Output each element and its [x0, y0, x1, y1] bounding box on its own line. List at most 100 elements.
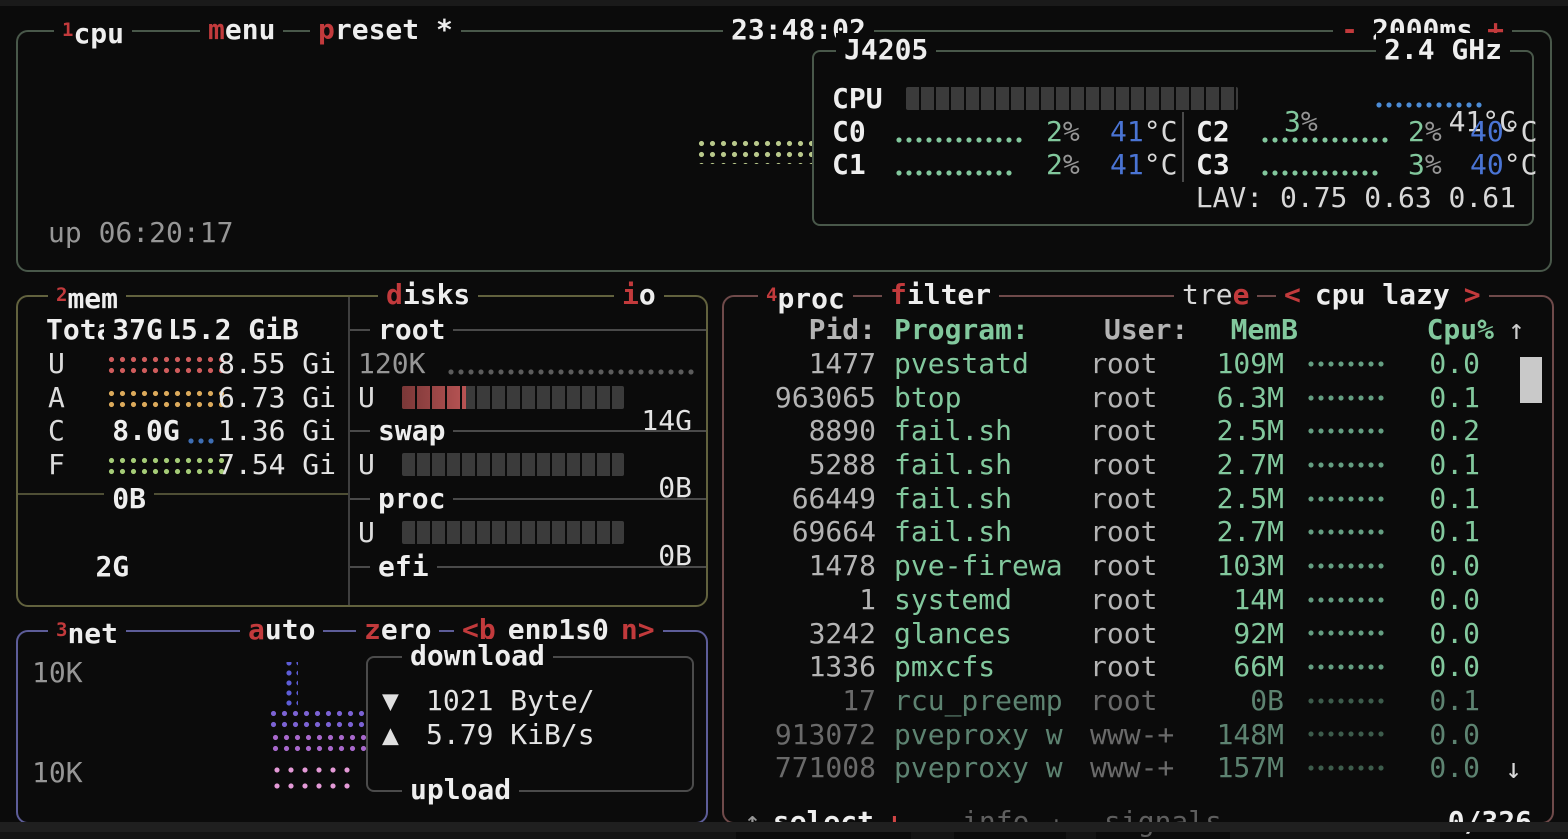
sort-mode-label: cpu lazy — [1315, 278, 1450, 311]
proc-cell-cpu: 0.1 — [1384, 381, 1480, 415]
proc-cell-prog: fail.sh — [894, 448, 1086, 482]
proc-cell-cpu: 0.0 — [1384, 549, 1480, 583]
proc-cell-pid: 913072 — [734, 718, 876, 752]
proc-filter-button[interactable]: filter — [882, 278, 999, 312]
proc-cell-cpu: 0.0 — [1384, 650, 1480, 684]
proc-scrollbar[interactable] — [1520, 357, 1542, 403]
proc-cell-pid: 17 — [734, 684, 876, 718]
proc-cpu-graph — [1306, 494, 1384, 504]
proc-cell-user: root — [1090, 650, 1192, 684]
core-row: C0 2% 41°C C2 2% 40°C — [814, 115, 1532, 149]
disk-swap-used-bar — [402, 453, 624, 476]
proc-cell-cpu: 0.1 — [1384, 684, 1480, 718]
proc-cell-user: www-+ — [1090, 718, 1192, 752]
disks-io-toggle[interactable]: io — [614, 278, 664, 312]
net-graph-upper — [268, 708, 370, 732]
scroll-down-icon[interactable]: ↓ — [1505, 752, 1522, 786]
net-scale-top: 10K — [32, 656, 83, 690]
cpu-total-label: CPU — [832, 82, 883, 116]
proc-cell-user: root — [1090, 347, 1192, 381]
proc-cell-mem: 109M — [1192, 347, 1284, 381]
header-memb[interactable]: MemB — [1206, 313, 1298, 347]
proc-cpu-graph — [1306, 527, 1384, 537]
proc-cell-user: root — [1090, 684, 1192, 718]
disk-root-io-row: 120K — [18, 347, 706, 381]
cpu-box-title[interactable]: 1cpu — [54, 13, 132, 47]
proc-cell-mem: 66M — [1192, 650, 1284, 684]
proc-cell-mem: 6.3M — [1192, 381, 1284, 415]
proc-cell-user: root — [1090, 381, 1192, 415]
sort-prev-button[interactable]: < — [1284, 278, 1301, 311]
core-column-divider — [1182, 112, 1184, 182]
proc-cell-mem: 2.7M — [1192, 448, 1284, 482]
mem-box: 2mem Total: 15.2 GiB U 8.55 Gi A 6.73 Gi… — [16, 295, 708, 607]
disk-io-graph — [446, 367, 698, 377]
proc-cell-cpu: 0.0 — [1384, 583, 1480, 617]
scroll-up-icon[interactable]: ↑ — [1508, 313, 1525, 347]
core-graph — [894, 168, 1012, 178]
net-scale-bottom: 10K — [32, 756, 83, 790]
proc-cell-pid: 5288 — [734, 448, 876, 482]
proc-cell-mem: 2.5M — [1192, 482, 1284, 516]
cpu-detail-box: J4205 2.4 GHz CPU 3% 41°C C0 2% 41°C C2 … — [812, 50, 1534, 226]
proc-cell-user: root — [1090, 414, 1192, 448]
disk-root-used-bar — [402, 386, 624, 409]
proc-cell-mem: 0B — [1192, 684, 1284, 718]
upload-speed: 5.79 KiB/s — [426, 718, 595, 752]
header-cpu[interactable]: Cpu% — [1398, 313, 1494, 347]
proc-cell-prog: systemd — [894, 583, 1086, 617]
proc-cpu-graph — [1306, 426, 1384, 436]
proc-cpu-graph — [1306, 628, 1384, 638]
load-average-row: LAV: 0.75 0.63 0.61 — [814, 181, 1532, 215]
proc-cell-mem: 148M — [1192, 718, 1284, 752]
sort-next-button[interactable]: > — [1464, 278, 1481, 311]
cpu-box: 1cpu menu preset * 23:48:02 -2000ms+ up … — [16, 30, 1552, 272]
disks-title[interactable]: disks — [378, 278, 478, 312]
proc-cell-prog: btop — [894, 381, 1086, 415]
proc-sort-control: < cpu lazy > — [1276, 278, 1489, 312]
uptime-text: up 06:20:17 — [48, 216, 233, 250]
proc-tree-toggle[interactable]: tree — [1174, 278, 1257, 312]
header-user[interactable]: User: — [1104, 313, 1206, 347]
upload-label: upload — [402, 773, 519, 807]
core-label: C3 — [1196, 148, 1230, 182]
cpu-usage-graph — [696, 138, 814, 164]
proc-cell-cpu: 0.0 — [1384, 617, 1480, 651]
proc-cell-user: root — [1090, 482, 1192, 516]
proc-cell-pid: 3242 — [734, 617, 876, 651]
net-auto-toggle[interactable]: auto — [240, 613, 323, 647]
interval-minus-button[interactable]: - — [1341, 13, 1358, 46]
preset-button[interactable]: preset * — [310, 13, 461, 47]
net-speed-box: download ▼ 1021 Byte/ ▲ 5.79 KiB/s uploa… — [366, 656, 694, 792]
proc-cell-pid: 69664 — [734, 515, 876, 549]
cpu-model-label: J4205 — [836, 33, 936, 67]
proc-cpu-graph — [1306, 460, 1384, 470]
proc-cell-cpu: 0.0 — [1384, 718, 1480, 752]
proc-box-title[interactable]: 4proc — [758, 278, 853, 312]
core-label: C1 — [832, 148, 866, 182]
header-program[interactable]: Program: — [894, 313, 1086, 347]
proc-cell-pid: 1 — [734, 583, 876, 617]
header-pid[interactable]: Pid: — [734, 313, 876, 347]
proc-cpu-graph — [1306, 359, 1384, 369]
menu-button[interactable]: menu — [200, 13, 283, 47]
proc-cpu-graph — [1306, 561, 1384, 571]
net-box-title[interactable]: 3net — [48, 613, 126, 647]
proc-cell-pid: 771008 — [734, 751, 876, 785]
proc-cell-pid: 8890 — [734, 414, 876, 448]
mem-box-title[interactable]: 2mem — [48, 278, 126, 312]
